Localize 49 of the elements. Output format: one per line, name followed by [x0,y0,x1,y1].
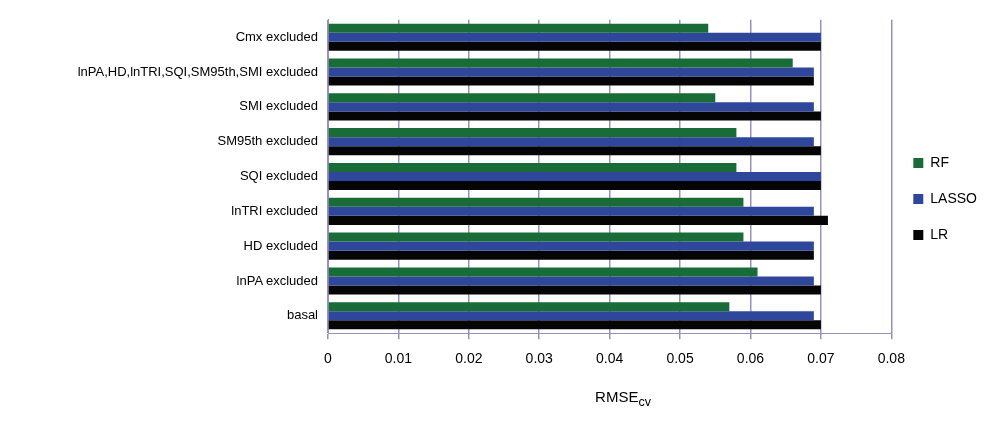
x-axis-title: RMSE$_{cv}$ [594,388,652,409]
x-tick-label: 0.08 [877,350,906,367]
y-tick-label: SQI excluded [239,168,318,184]
bar [328,67,814,77]
legend-label: LASSO [930,189,978,206]
y-tick-label: basal [286,307,319,323]
bar [328,302,730,312]
bar [328,250,814,260]
x-tick-label: 0.01 [384,350,413,367]
bar [328,197,744,207]
bar [328,128,737,138]
bar [328,32,821,42]
y-tick-label: lnPA excluded [236,272,318,288]
x-tick-label: 0.04 [596,350,624,367]
y-tick-label: Cmx excluded [235,28,318,44]
legend-label: LR [930,225,949,242]
bar [328,320,821,330]
bar [328,215,828,225]
bar [328,276,814,286]
bar [328,171,821,182]
bar [328,311,814,321]
bar [328,102,814,112]
bar [328,41,821,51]
bar [328,232,744,242]
bar [328,241,814,251]
x-tick-label: 0 [324,350,333,367]
bar [328,58,793,68]
bar [328,23,709,33]
x-tick-label: 0.02 [455,350,483,367]
bar [328,162,737,172]
bar [328,146,821,156]
bar [328,137,814,147]
y-tick-label: lnPA,HD,lnTRI,SQI,SM95th,SMI excluded [77,63,318,79]
x-tick-label: 0.07 [807,350,835,367]
y-tick-label: SM95th excluded [217,133,318,149]
bar [328,285,821,295]
x-tick-label: 0.03 [525,350,554,367]
x-tick-label: 0.06 [736,350,765,367]
bar [328,93,716,103]
y-tick-label: HD excluded [243,237,318,253]
bar [328,111,821,121]
y-tick-label: SMI excluded [239,98,318,114]
x-tick-label: 0.05 [666,350,694,367]
y-tick-label: lnTRI excluded [231,202,318,218]
bar [328,267,758,277]
bar [328,206,814,216]
bar [328,76,814,86]
legend-label: RF [930,153,949,170]
bar [328,181,821,191]
